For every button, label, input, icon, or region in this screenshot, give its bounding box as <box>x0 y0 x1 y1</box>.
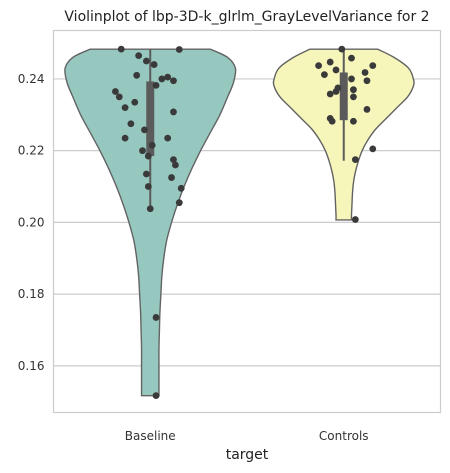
data-point <box>326 90 334 98</box>
data-point <box>139 147 146 155</box>
data-point <box>152 392 160 400</box>
data-point <box>350 86 357 94</box>
data-point <box>170 108 177 116</box>
data-point <box>146 205 154 213</box>
data-point <box>148 141 156 149</box>
data-point <box>144 183 152 190</box>
data-point <box>175 46 183 53</box>
data-point <box>321 71 328 79</box>
y-axis-ticks: 0.16 0.18 0.20 0.22 0.24 <box>18 72 45 373</box>
data-point <box>150 61 158 68</box>
data-point <box>369 62 377 70</box>
plot-frame <box>52 29 442 414</box>
x-axis-label: target <box>226 447 269 463</box>
data-point <box>363 106 371 113</box>
violin-baseline <box>64 48 237 397</box>
data-point <box>115 93 123 101</box>
data-point <box>164 73 172 81</box>
box-iqr <box>339 72 348 121</box>
data-point <box>170 156 177 164</box>
data-point <box>142 57 150 65</box>
data-point <box>332 66 340 74</box>
data-point <box>133 71 141 79</box>
data-point <box>170 77 177 85</box>
data-point <box>177 184 185 192</box>
chart-title: Violinplot of lbp-3D-k_glrlm_GrayLevelVa… <box>64 9 429 25</box>
y-tick-label: 0.18 <box>18 287 45 301</box>
data-point <box>348 54 355 62</box>
data-point <box>332 88 340 95</box>
box-iqr <box>146 81 155 157</box>
data-point <box>175 199 183 207</box>
data-point <box>369 145 377 153</box>
x-tick-label: Controls <box>319 429 369 443</box>
data-point <box>152 81 160 89</box>
data-point <box>121 134 129 142</box>
data-point <box>172 161 179 169</box>
data-point <box>158 75 166 83</box>
data-point <box>315 62 322 70</box>
data-point <box>350 117 357 125</box>
y-tick-label: 0.24 <box>18 72 45 86</box>
data-point <box>131 98 139 106</box>
data-point <box>351 216 359 223</box>
data-point <box>350 93 357 101</box>
data-point <box>144 152 152 160</box>
data-point <box>168 174 175 181</box>
data-point <box>135 52 143 60</box>
data-point <box>121 104 129 112</box>
x-axis-ticks: Baseline Controls <box>125 429 369 443</box>
data-point <box>112 88 119 95</box>
data-point <box>326 58 334 66</box>
data-points <box>112 45 377 400</box>
data-point <box>363 77 371 85</box>
data-point <box>348 75 355 83</box>
data-point <box>338 45 346 53</box>
data-point <box>164 134 172 142</box>
y-tick-label: 0.22 <box>18 144 45 158</box>
data-point <box>152 314 160 321</box>
box-plots <box>146 49 348 209</box>
data-point <box>351 156 359 164</box>
data-point <box>127 120 135 128</box>
data-point <box>361 69 369 76</box>
x-tick-label: Baseline <box>125 429 176 443</box>
y-tick-label: 0.16 <box>18 359 45 373</box>
data-point <box>117 45 125 53</box>
data-point <box>328 117 336 125</box>
y-tick-label: 0.20 <box>18 215 45 229</box>
data-point <box>141 126 148 134</box>
data-point <box>142 170 150 178</box>
